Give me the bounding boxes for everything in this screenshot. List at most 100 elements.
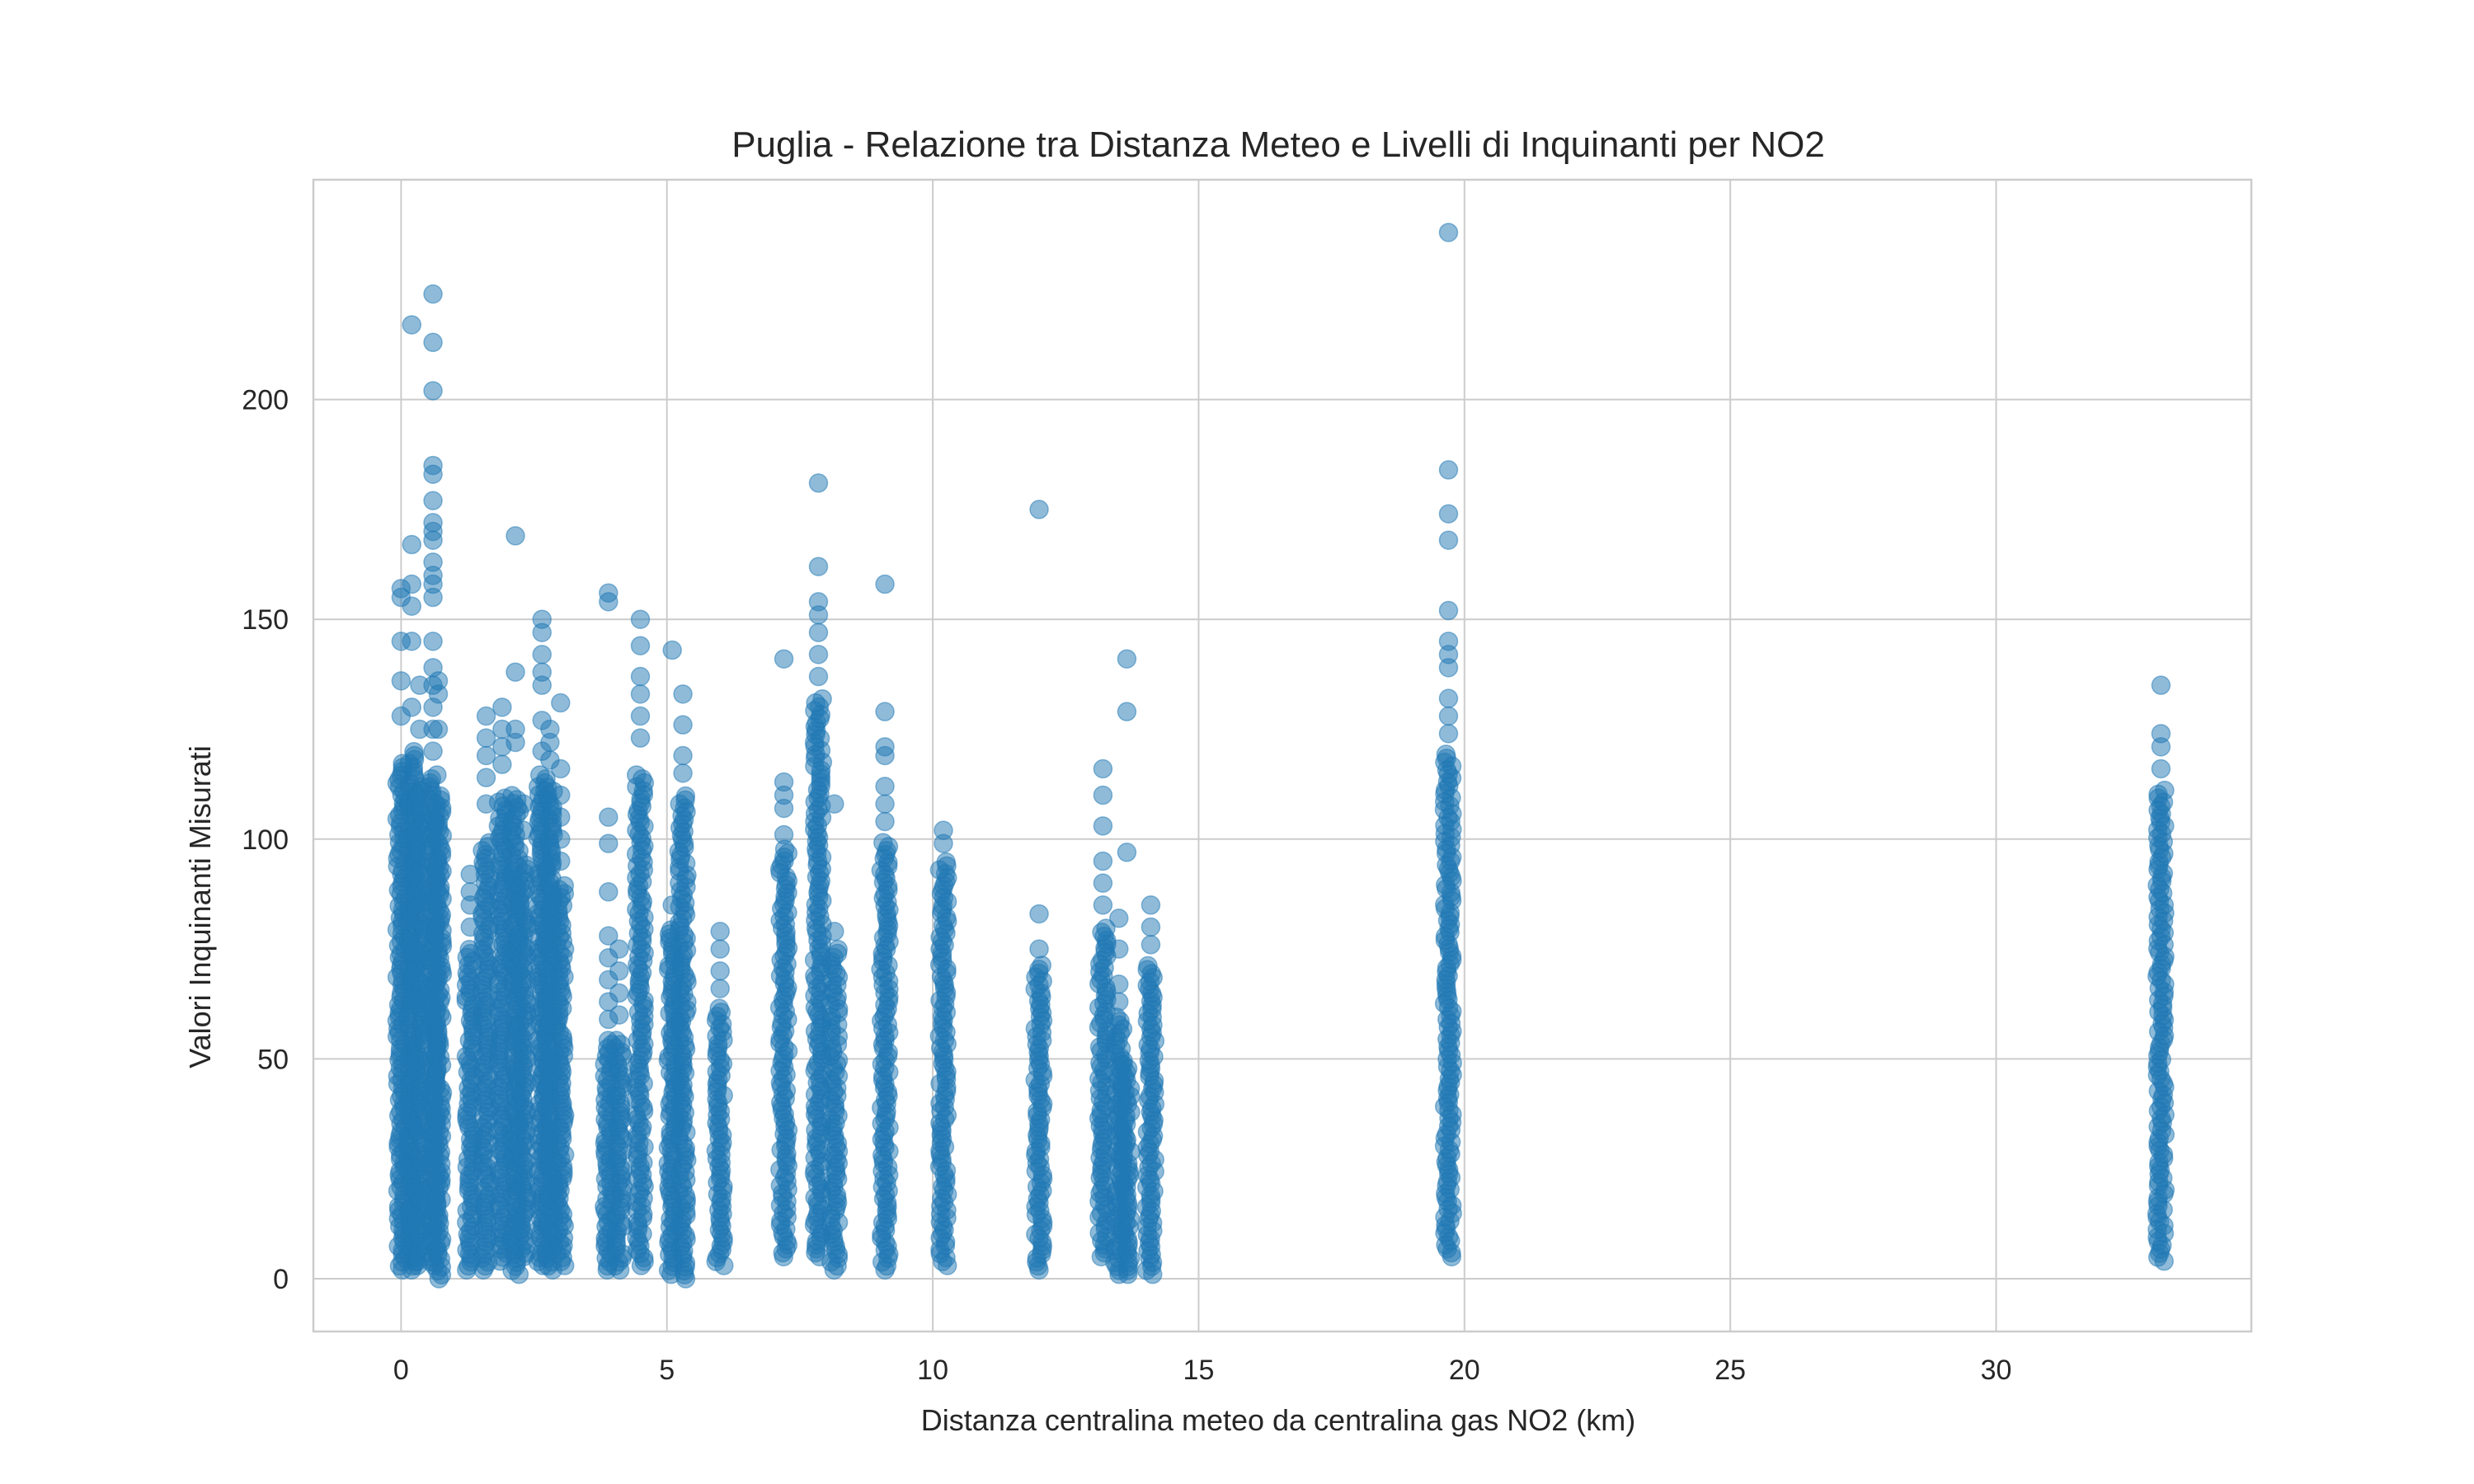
data-point <box>1029 904 1049 924</box>
data-point <box>808 592 829 612</box>
data-point <box>1029 500 1049 519</box>
data-point <box>402 315 422 335</box>
data-point <box>808 556 829 576</box>
data-point <box>551 785 571 805</box>
data-point <box>875 737 895 757</box>
data-point <box>402 697 422 717</box>
data-point <box>423 332 443 353</box>
data-point <box>423 632 443 651</box>
y-axis-label: Valori Inquinanti Misurati <box>183 745 217 1068</box>
data-point <box>599 882 618 902</box>
data-point <box>476 706 496 726</box>
data-point <box>1032 956 1052 975</box>
data-point <box>709 998 729 1018</box>
data-point <box>1096 918 1116 938</box>
data-point <box>774 824 794 845</box>
data-point <box>554 876 575 896</box>
data-point <box>1113 1050 1133 1071</box>
data-point <box>630 609 651 629</box>
data-point <box>1438 460 1459 480</box>
data-point <box>1141 917 1161 937</box>
data-point <box>1436 744 1456 764</box>
data-point <box>828 939 848 960</box>
x-tick-labels: 0 5 10 15 20 25 30 <box>393 1355 2012 1386</box>
data-point <box>875 702 895 721</box>
data-point <box>506 526 525 546</box>
data-point <box>1117 843 1137 862</box>
y-tick-label: 200 <box>242 385 289 416</box>
data-point <box>808 666 829 687</box>
data-point <box>492 754 512 774</box>
data-point <box>875 777 895 796</box>
data-point <box>1438 724 1459 744</box>
data-point <box>1141 935 1161 955</box>
data-point <box>551 693 571 713</box>
data-point <box>673 745 693 766</box>
data-point <box>476 728 496 748</box>
data-point <box>532 645 552 665</box>
data-point <box>936 852 956 872</box>
data-point <box>1141 895 1161 915</box>
data-point <box>1093 851 1113 871</box>
data-point <box>1117 702 1137 721</box>
x-tick-label: 10 <box>917 1355 948 1386</box>
data-point <box>774 649 794 669</box>
data-point <box>673 684 693 704</box>
data-point <box>476 745 496 766</box>
data-point <box>551 829 571 849</box>
data-point <box>609 939 629 959</box>
data-point <box>808 645 829 665</box>
data-point <box>609 961 629 981</box>
data-point <box>1438 223 1459 242</box>
data-point <box>630 684 651 704</box>
data-point <box>428 671 449 691</box>
data-point <box>609 1005 629 1025</box>
data-point <box>825 794 844 814</box>
data-point <box>1093 873 1113 893</box>
data-point <box>1108 974 1129 994</box>
data-point <box>662 640 682 660</box>
data-point <box>873 833 893 852</box>
plot-frame <box>312 178 2253 1333</box>
data-point <box>673 763 693 783</box>
data-point <box>427 765 447 785</box>
data-point <box>2151 675 2171 695</box>
data-point <box>423 455 443 476</box>
data-point <box>1438 632 1459 651</box>
data-point <box>630 666 651 687</box>
x-axis-label: Distanza centralina meteo da centralina … <box>921 1403 1635 1437</box>
data-point <box>1438 530 1459 550</box>
data-point <box>1108 939 1129 959</box>
data-point <box>506 662 525 682</box>
data-point <box>551 807 571 827</box>
x-tick-label: 25 <box>1714 1355 1746 1386</box>
data-point <box>1438 688 1459 708</box>
data-point <box>402 596 422 616</box>
data-point <box>1438 504 1459 524</box>
x-tick-label: 30 <box>1981 1355 2012 1386</box>
data-point <box>2151 758 2171 779</box>
data-point <box>540 719 560 740</box>
data-point <box>402 534 422 555</box>
data-point <box>774 772 794 792</box>
data-points <box>387 223 2175 1289</box>
data-point <box>606 1031 627 1050</box>
data-point <box>875 574 895 594</box>
data-point <box>1093 895 1113 915</box>
data-point <box>1093 785 1113 805</box>
data-point <box>402 574 422 594</box>
data-point <box>423 513 443 533</box>
data-point <box>476 768 496 787</box>
data-point <box>532 662 552 682</box>
chart-title: Puglia - Relazione tra Distanza Meteo e … <box>731 124 1825 165</box>
data-point <box>825 922 844 942</box>
data-point <box>506 719 525 740</box>
data-point <box>630 728 651 748</box>
data-point <box>673 715 693 735</box>
data-point <box>402 632 422 651</box>
data-point <box>808 622 829 642</box>
data-point <box>710 979 730 998</box>
data-point <box>423 491 443 510</box>
data-point <box>875 794 895 814</box>
